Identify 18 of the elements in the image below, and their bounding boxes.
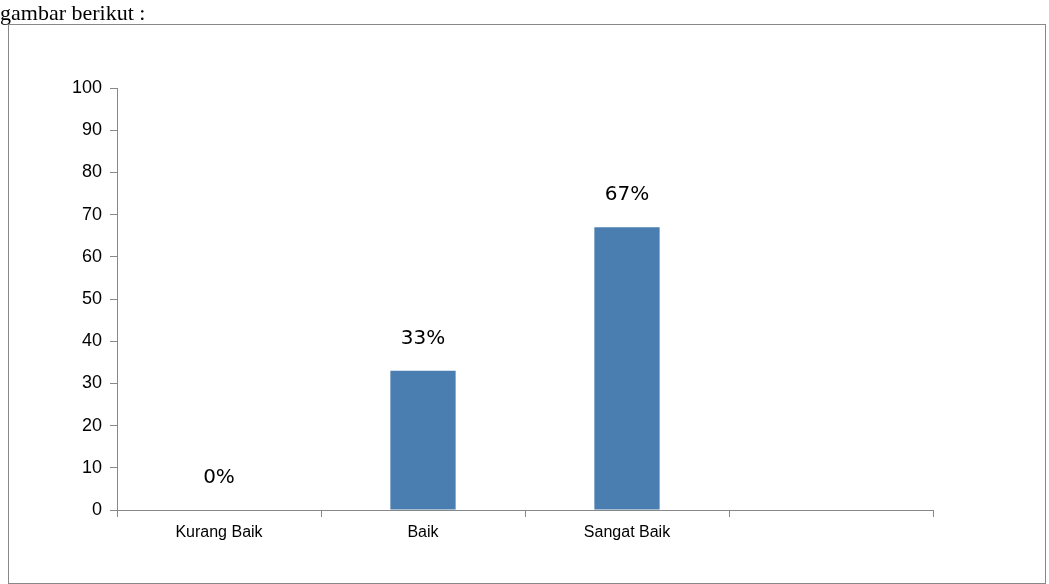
text: gambar berikut : — [0, 0, 146, 26]
x-tick-label: Sangat Baik — [583, 523, 672, 541]
y-tick-label: 90 — [81, 119, 102, 140]
y-tick-label: 30 — [81, 372, 102, 393]
data-label: 0% — [203, 464, 235, 489]
y-tick-label: 40 — [81, 330, 102, 351]
data-label: 67% — [604, 181, 650, 206]
y-tick-label: 60 — [81, 245, 102, 266]
x-tick-label: Kurang Baik — [175, 523, 264, 541]
y-tick-label: 0 — [91, 498, 102, 519]
y-tick-label: 50 — [81, 287, 102, 308]
data-label: 33% — [400, 324, 446, 349]
x-tick-label: Baik — [407, 523, 440, 541]
y-tick-label: 70 — [81, 203, 102, 224]
y-tick-label: 80 — [81, 161, 102, 182]
y-tick-label: 20 — [81, 414, 102, 435]
y-tick-label: 100 — [71, 76, 102, 97]
y-tick-label: 10 — [81, 456, 102, 477]
